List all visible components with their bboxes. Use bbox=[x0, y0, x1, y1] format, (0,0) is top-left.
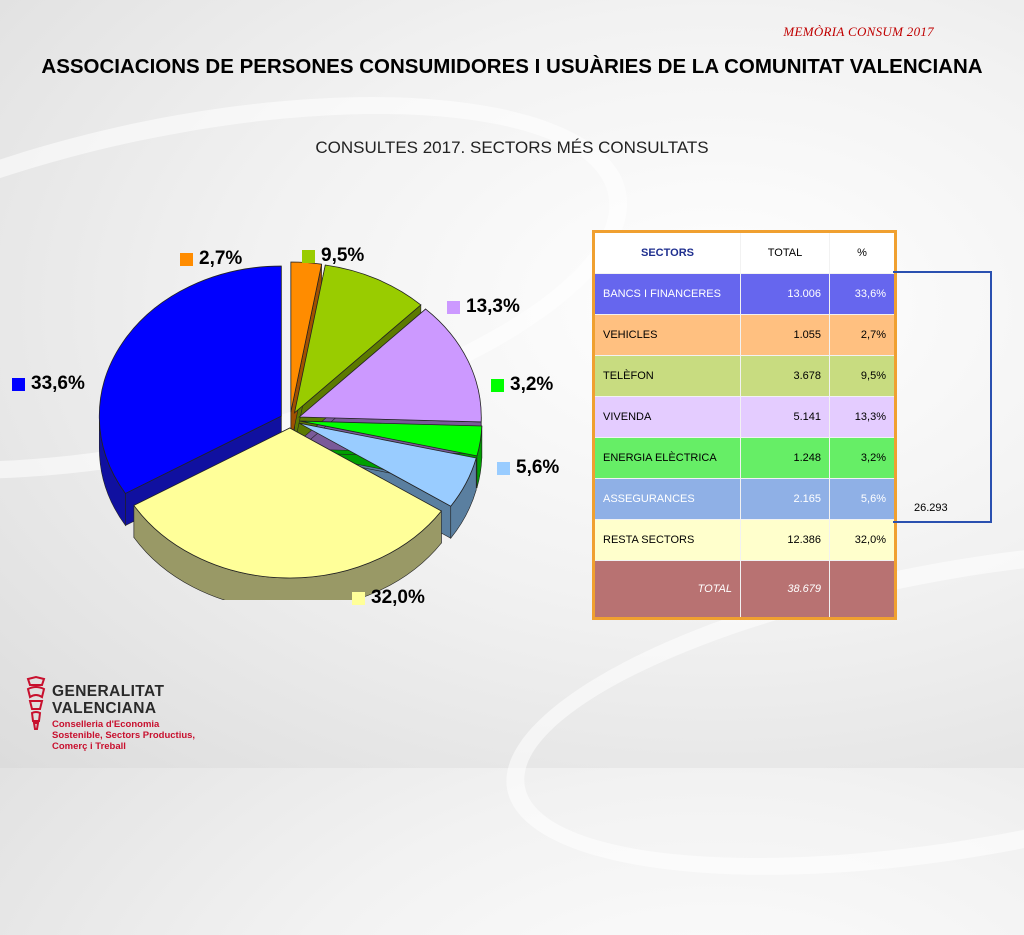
data-label-telefon: 9,5% bbox=[302, 245, 364, 267]
data-label-resta: 32,0% bbox=[352, 587, 425, 609]
header-pct: % bbox=[830, 232, 896, 274]
generalitat-logo-icon bbox=[24, 675, 48, 731]
cell-sector: VIVENDA bbox=[594, 397, 741, 438]
cell-sector: RESTA SECTORS bbox=[594, 520, 741, 561]
total-cell-label: TOTAL bbox=[594, 561, 741, 619]
cell-sector: ASSEGURANCES bbox=[594, 479, 741, 520]
bracket-subtotal: 26.293 bbox=[914, 502, 948, 514]
legend-swatch bbox=[302, 250, 315, 263]
cell-sector: VEHICLES bbox=[594, 315, 741, 356]
header-sectors: SECTORS bbox=[594, 232, 741, 274]
header-total: TOTAL bbox=[741, 232, 830, 274]
legend-swatch bbox=[352, 592, 365, 605]
cell-total: 2.165 bbox=[741, 479, 830, 520]
cell-pct: 32,0% bbox=[830, 520, 896, 561]
table-header-row: SECTORS TOTAL % bbox=[594, 232, 896, 274]
logo-name: GENERALITAT VALENCIANA bbox=[52, 683, 164, 717]
data-label-energia: 3,2% bbox=[491, 374, 553, 396]
chart-subtitle: CONSULTES 2017. SECTORS MÉS CONSULTATS bbox=[0, 138, 1024, 158]
cell-total: 3.678 bbox=[741, 356, 830, 397]
cell-total: 1.055 bbox=[741, 315, 830, 356]
total-cell-total: 38.679 bbox=[741, 561, 830, 619]
cell-sector: BANCS I FINANCERES bbox=[594, 274, 741, 315]
header-tag: MEMÒRIA CONSUM 2017 bbox=[783, 24, 934, 40]
cell-pct: 9,5% bbox=[830, 356, 896, 397]
cell-total: 1.248 bbox=[741, 438, 830, 479]
cell-pct: 2,7% bbox=[830, 315, 896, 356]
data-label-vivenda: 13,3% bbox=[447, 296, 520, 318]
bracket-line bbox=[893, 271, 992, 523]
cell-pct: 13,3% bbox=[830, 397, 896, 438]
page-title: ASSOCIACIONS DE PERSONES CONSUMIDORES I … bbox=[40, 54, 984, 80]
legend-swatch bbox=[497, 462, 510, 475]
cell-total: 12.386 bbox=[741, 520, 830, 561]
cell-total: 5.141 bbox=[741, 397, 830, 438]
data-label-vehicles: 2,7% bbox=[180, 248, 242, 270]
logo-department: Conselleria d'Economia Sostenible, Secto… bbox=[52, 719, 195, 752]
pie-chart bbox=[0, 220, 590, 600]
cell-pct: 3,2% bbox=[830, 438, 896, 479]
cell-total: 13.006 bbox=[741, 274, 830, 315]
cell-sector: ENERGIA ELÈCTRICA bbox=[594, 438, 741, 479]
cell-pct: 5,6% bbox=[830, 479, 896, 520]
legend-swatch bbox=[180, 253, 193, 266]
cell-sector: TELÈFON bbox=[594, 356, 741, 397]
legend-swatch bbox=[491, 379, 504, 392]
total-cell-pct bbox=[830, 561, 896, 619]
legend-swatch bbox=[12, 378, 25, 391]
data-label-bancs: 33,6% bbox=[12, 373, 85, 395]
cell-pct: 33,6% bbox=[830, 274, 896, 315]
legend-swatch bbox=[447, 301, 460, 314]
data-label-assegurances: 5,6% bbox=[497, 457, 559, 479]
